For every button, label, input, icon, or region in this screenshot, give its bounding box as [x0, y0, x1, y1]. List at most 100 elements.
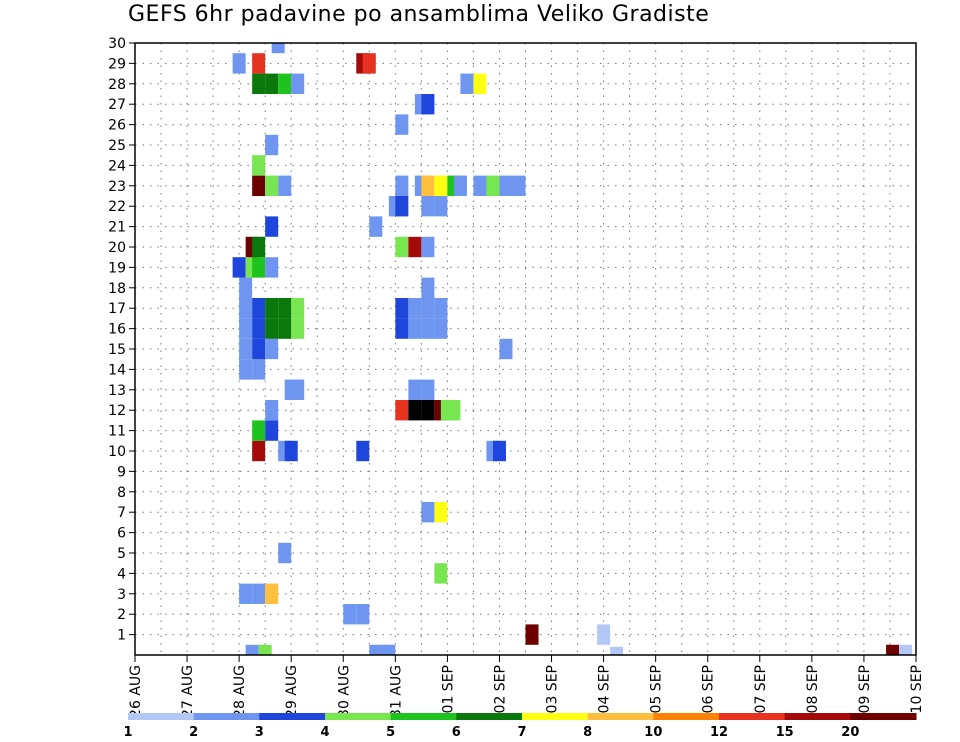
data-cell — [499, 175, 513, 196]
grid-lines — [135, 43, 916, 655]
data-cell — [395, 196, 409, 217]
legend-swatch — [193, 713, 260, 720]
data-cell — [408, 318, 422, 339]
data-cell — [271, 43, 285, 54]
data-cell — [421, 318, 435, 339]
y-tick-label: 29 — [108, 56, 126, 72]
legend-swatch — [587, 713, 654, 720]
data-cell — [434, 298, 448, 319]
data-cell — [252, 236, 266, 258]
data-cell — [265, 400, 279, 421]
data-cell — [356, 604, 370, 625]
x-tick-label: 04 SEP — [597, 665, 613, 713]
y-tick-label: 23 — [108, 179, 126, 195]
x-tick-label: 30 AUG — [336, 665, 352, 718]
legend-swatch — [259, 713, 326, 720]
data-cell — [265, 583, 279, 604]
data-cell — [265, 318, 279, 339]
data-cell — [421, 236, 435, 258]
data-cell — [265, 216, 279, 237]
y-tick-label: 26 — [108, 118, 126, 134]
y-tick-label: 12 — [108, 403, 126, 419]
data-cell — [252, 73, 266, 94]
data-cell — [291, 318, 305, 339]
data-cell — [252, 318, 266, 339]
data-cell — [252, 175, 266, 196]
data-cell — [284, 440, 298, 462]
x-tick-label: 10 SEP — [909, 665, 925, 713]
data-cell — [278, 542, 292, 564]
data-cell — [525, 624, 539, 645]
data-cell — [434, 502, 448, 523]
y-tick-label: 5 — [117, 546, 126, 562]
data-cell — [252, 155, 266, 176]
x-tick-label: 08 SEP — [805, 665, 821, 713]
data-cell — [512, 175, 526, 196]
data-cell — [252, 338, 266, 360]
data-cell — [356, 440, 370, 462]
legend-swatch — [719, 713, 786, 720]
legend-label: 15 — [776, 725, 794, 740]
data-cell — [265, 338, 279, 360]
y-tick-label: 20 — [108, 240, 126, 256]
x-tick-label: 01 SEP — [440, 665, 456, 713]
data-cell — [395, 298, 409, 319]
legend-swatch — [653, 713, 720, 720]
x-tick-label: 31 AUG — [388, 665, 404, 718]
data-cell — [421, 400, 435, 421]
data-cell — [265, 257, 279, 278]
data-cell — [369, 216, 383, 237]
x-tick-label: 26 AUG — [128, 665, 144, 718]
data-cell — [278, 298, 292, 319]
data-cell — [291, 298, 305, 319]
data-cell — [239, 298, 253, 319]
legend-label: 2 — [189, 725, 198, 740]
y-tick-label: 18 — [108, 281, 126, 297]
data-cell — [610, 646, 624, 655]
legend-label: 8 — [583, 725, 592, 740]
data-cell — [278, 318, 292, 339]
data-cell — [408, 400, 422, 421]
data-cell — [434, 175, 448, 196]
data-cell — [245, 644, 259, 655]
y-tick-label: 10 — [108, 444, 126, 460]
legend-label: 10 — [644, 725, 662, 740]
x-tick-label: 06 SEP — [701, 665, 717, 713]
data-cell — [486, 175, 500, 196]
legend-swatch — [522, 713, 589, 720]
x-tick-label: 07 SEP — [753, 665, 769, 713]
data-cell — [395, 236, 409, 258]
data-cell — [453, 175, 467, 196]
y-tick-label: 4 — [117, 566, 126, 582]
legend-swatch — [456, 713, 523, 720]
data-cell — [434, 563, 448, 584]
y-tick-label: 14 — [108, 362, 126, 378]
data-cell — [252, 359, 266, 380]
y-tick-label: 17 — [108, 301, 126, 317]
y-tick-label: 11 — [108, 424, 126, 440]
data-cell — [421, 175, 435, 196]
y-tick-label: 16 — [108, 322, 126, 338]
x-tick-label: 28 AUG — [232, 665, 248, 718]
data-cell — [252, 440, 266, 462]
data-cells — [232, 43, 913, 655]
data-cell — [421, 196, 435, 217]
data-cell — [499, 338, 513, 360]
y-tick-label: 9 — [117, 464, 126, 480]
y-tick-label: 2 — [117, 607, 126, 623]
data-cell — [343, 604, 357, 625]
legend-label: 1 — [123, 725, 132, 740]
y-tick-label: 6 — [117, 526, 126, 542]
legend-swatch — [850, 713, 917, 720]
data-cell — [375, 644, 389, 655]
y-tick-label: 21 — [108, 220, 126, 236]
data-cell — [395, 318, 409, 339]
x-tick-label: 27 AUG — [180, 665, 196, 718]
legend-swatch — [128, 713, 195, 720]
data-cell — [239, 277, 253, 298]
y-tick-label: 1 — [117, 628, 126, 644]
x-tick-label: 03 SEP — [545, 665, 561, 713]
legend-label: 5 — [386, 725, 395, 740]
legend-swatch — [784, 713, 851, 720]
y-tick-label: 3 — [117, 587, 126, 603]
